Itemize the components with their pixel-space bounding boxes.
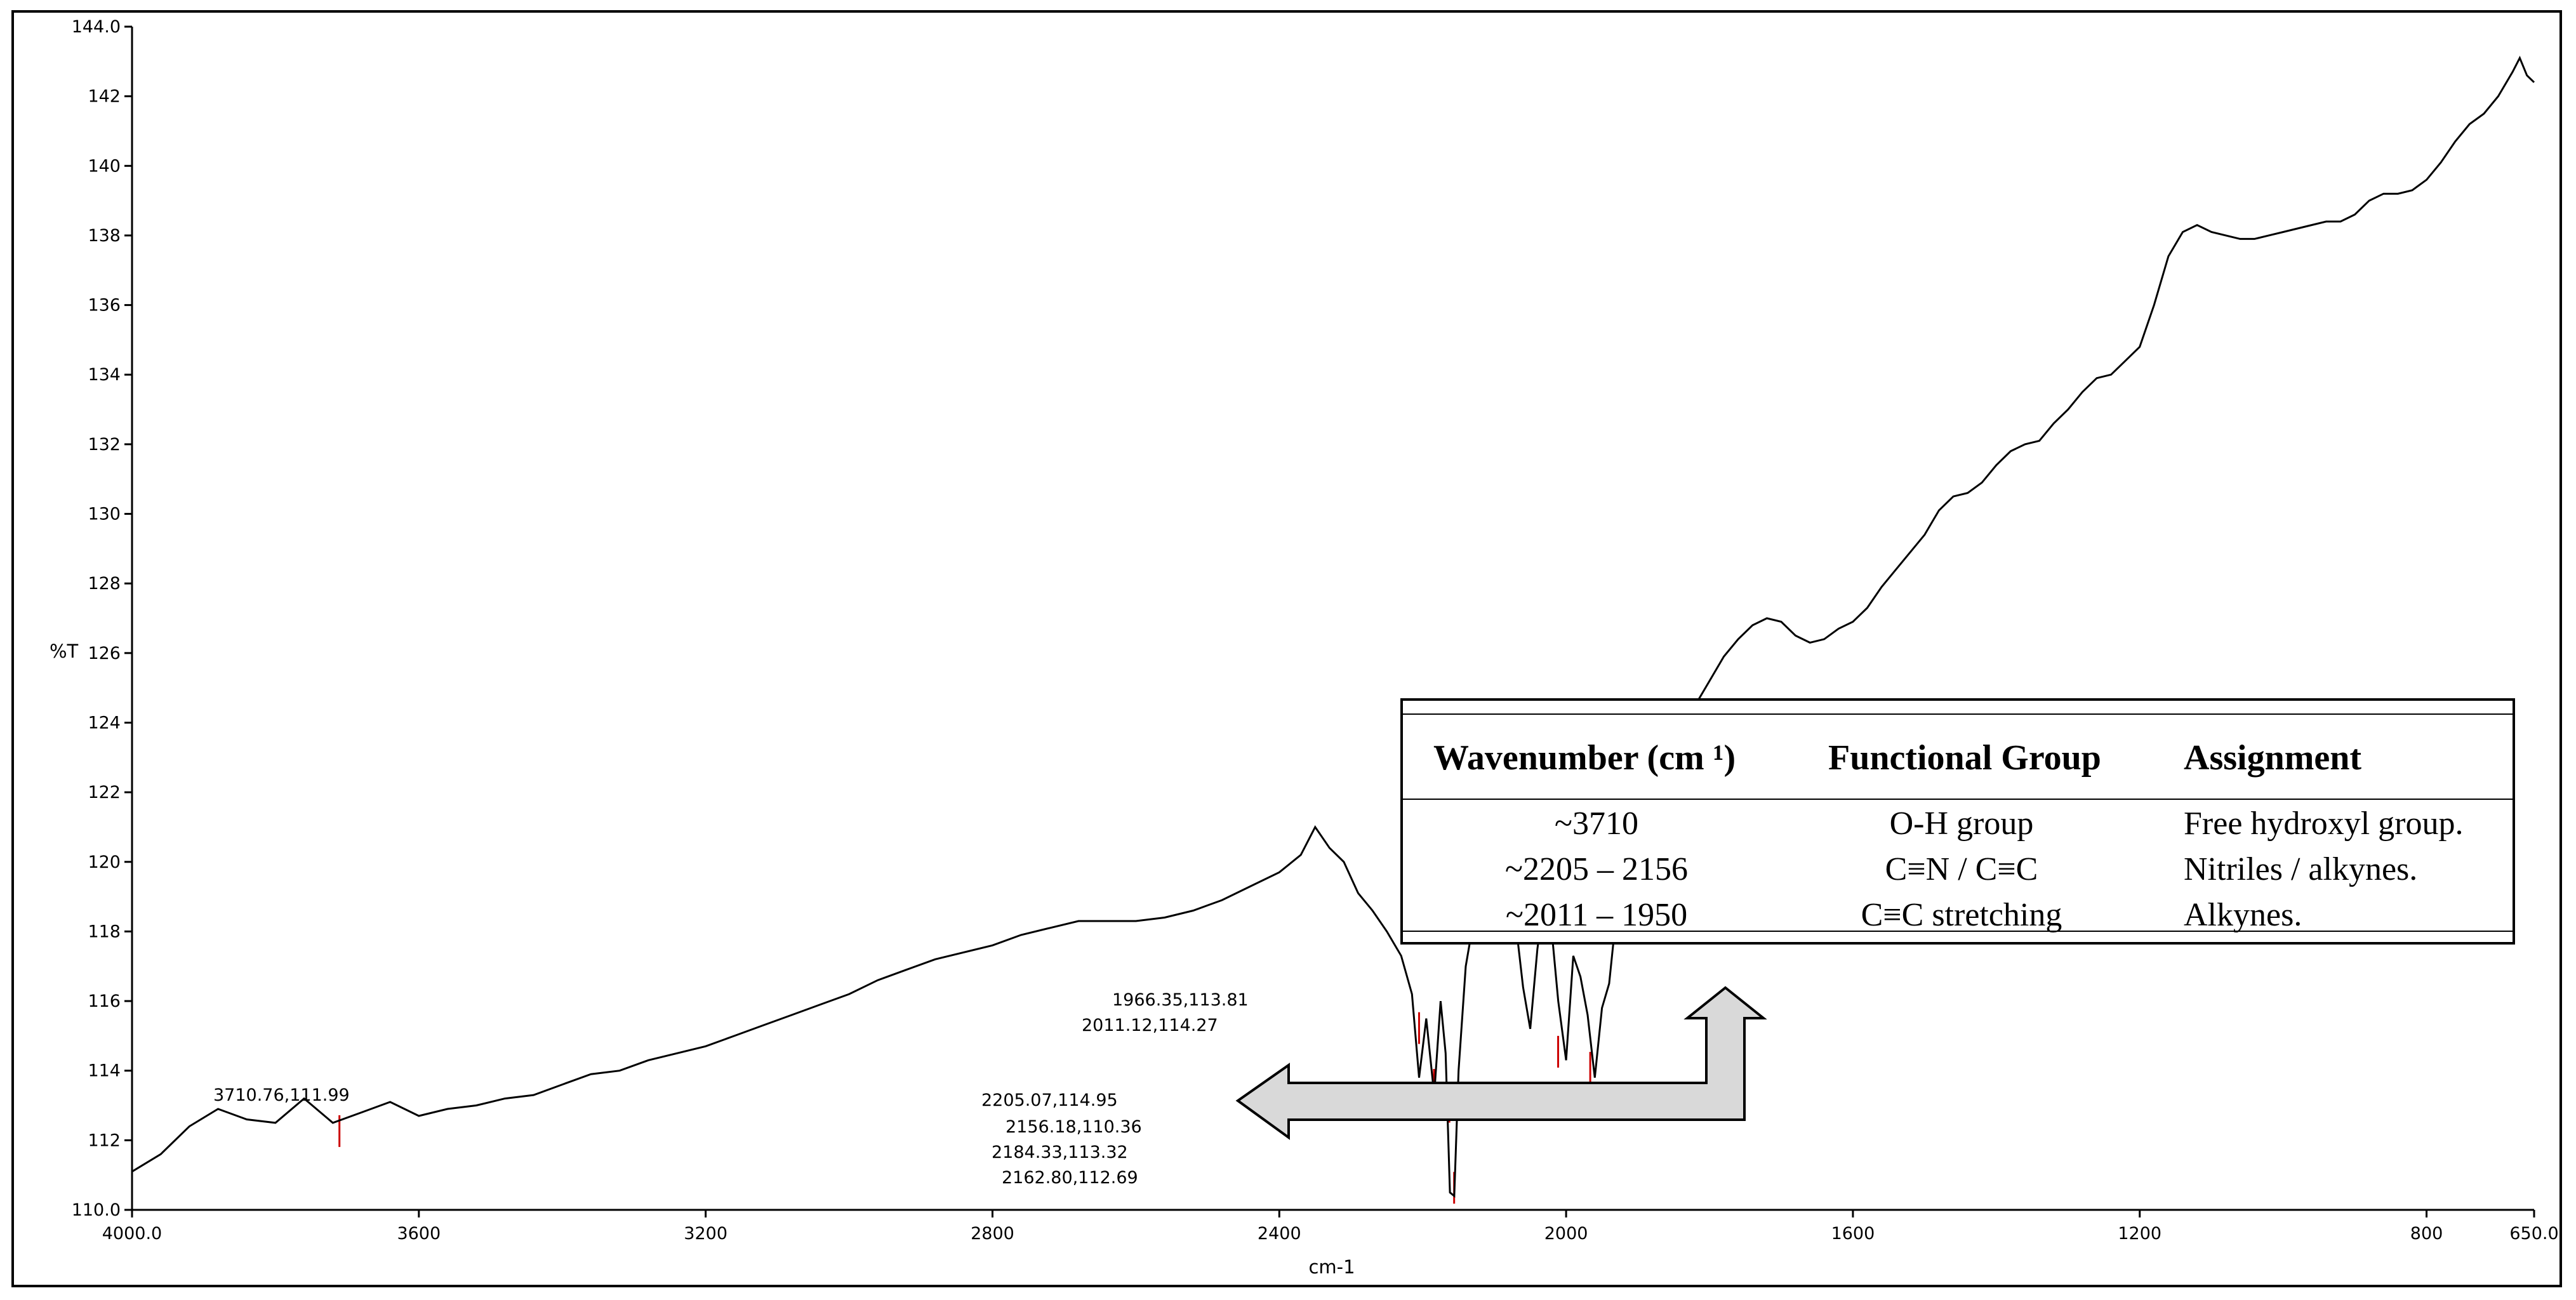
- peak-label: 2184.33,113.32: [992, 1143, 1128, 1162]
- x-tick-label: 1200: [2118, 1224, 2161, 1244]
- table-top-rule: [1403, 713, 2513, 715]
- y-tick-label: 144.0: [72, 17, 121, 37]
- x-ticks: 4000.0 3600 3200 2800 2400 2000 1600 1200 800 650…: [102, 1210, 2559, 1244]
- y-tick-label: 138: [88, 226, 121, 246]
- x-tick-label: 2800: [971, 1224, 1014, 1244]
- y-tick-label: 118: [88, 922, 121, 941]
- peak-label: 1966.35,113.81: [1112, 990, 1249, 1010]
- y-axis-title: %T: [50, 640, 79, 662]
- peak-label: 3710.76,111.99: [213, 1085, 350, 1105]
- x-tick-label: 2400: [1258, 1224, 1301, 1244]
- functional-group-table: Wavenumber (cm ¹) Functional Group Assig…: [1400, 698, 2515, 945]
- plot-frame: [11, 10, 2562, 1287]
- table-row-2-wavenumber: ~2205 – 2156: [1504, 851, 1689, 887]
- y-tick-label: 128: [88, 574, 121, 594]
- peak-label: 2011.12,114.27: [1082, 1016, 1218, 1035]
- y-tick-label: 132: [88, 435, 121, 454]
- table-row-3-assignment: Alkynes.: [2184, 897, 2302, 933]
- table-row-3-wavenumber: ~2011 – 1950: [1505, 897, 1688, 933]
- peak-label: 2162.80,112.69: [1002, 1168, 1138, 1188]
- x-tick-label: 650.0: [2509, 1224, 2558, 1244]
- y-tick-label: 122: [88, 783, 121, 802]
- y-tick-label: 110.0: [72, 1200, 121, 1220]
- x-tick-label: 1600: [1831, 1224, 1875, 1244]
- axes: [131, 27, 2534, 1211]
- peak-labels: 3710.76,111.99 2205.07,114.95 2184.33,113.…: [213, 990, 1249, 1188]
- y-tick-label: 130: [88, 505, 121, 524]
- y-tick-label: 114: [88, 1061, 121, 1081]
- y-tick-label: 142: [88, 87, 121, 107]
- table-row-3-group: C≡C stretching: [1861, 897, 2062, 933]
- x-tick-label: 2000: [1544, 1224, 1588, 1244]
- table-row-1-wavenumber: ~3710: [1554, 806, 1639, 842]
- peak-label: 2156.18,110.36: [1006, 1117, 1142, 1137]
- peak-label: 2205.07,114.95: [981, 1091, 1118, 1110]
- table-header-assignment: Assignment: [2184, 738, 2362, 778]
- x-tick-label: 4000.0: [102, 1224, 162, 1244]
- table-row-1-assignment: Free hydroxyl group.: [2184, 806, 2464, 842]
- table-header-wavenumber: Wavenumber (cm ¹): [1433, 738, 1736, 778]
- table-header-functional-group: Functional Group: [1828, 738, 2101, 778]
- table-row-2-assignment: Nitriles / alkynes.: [2184, 851, 2418, 887]
- y-tick-label: 134: [88, 365, 121, 385]
- y-tick-label: 136: [88, 296, 121, 315]
- double-arrow: [1235, 986, 1767, 1140]
- table-bottom-rule: [1403, 931, 2513, 932]
- table-row-1-group: O-H group: [1889, 806, 2034, 842]
- x-axis-title: cm-1: [1308, 1256, 1355, 1278]
- y-tick-label: 120: [88, 852, 121, 872]
- y-tick-label: 126: [88, 644, 121, 663]
- y-tick-label: 112: [88, 1131, 121, 1150]
- x-tick-label: 3200: [684, 1224, 727, 1244]
- y-tick-label: 116: [88, 992, 121, 1011]
- table-header-rule: [1403, 799, 2513, 800]
- x-tick-label: 800: [2410, 1224, 2443, 1244]
- spectrum-line: [131, 55, 2535, 1198]
- y-tick-label: 124: [88, 713, 121, 733]
- y-tick-label: 140: [88, 156, 121, 176]
- x-tick-label: 3600: [397, 1224, 441, 1244]
- y-ticks: 110.0 112 114 116 118 120 122 124 126 128 130 132 13…: [72, 17, 132, 1220]
- table-row-2-group: C≡N / C≡C: [1885, 851, 2038, 887]
